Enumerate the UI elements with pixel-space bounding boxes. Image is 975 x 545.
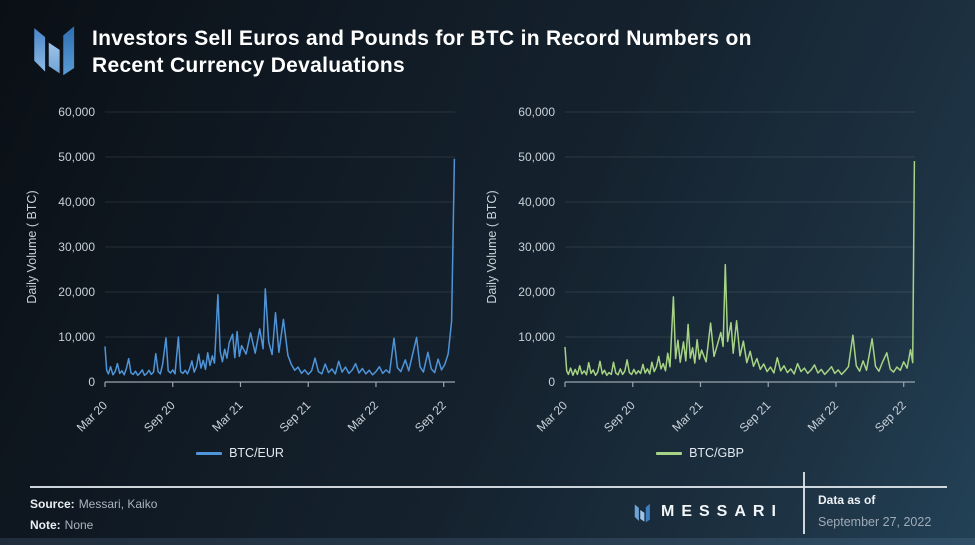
data-as-of-value: September 27, 2022 (818, 515, 932, 529)
svg-text:50,000: 50,000 (518, 150, 555, 164)
note-value: None (64, 518, 94, 532)
chart-btc-gbp: 0 10,000 20,000 30,000 40,000 50,000 60,000 Mar… (480, 100, 920, 460)
svg-text:60,000: 60,000 (58, 105, 95, 119)
footer-vertical-divider (803, 472, 805, 534)
svg-text:Daily Volume ( BTC): Daily Volume ( BTC) (25, 190, 39, 303)
svg-text:10,000: 10,000 (518, 330, 555, 344)
btc-gbp-legend-label: BTC/GBP (689, 446, 744, 460)
svg-text:40,000: 40,000 (58, 195, 95, 209)
svg-text:30,000: 30,000 (518, 240, 555, 254)
svg-text:0: 0 (88, 375, 95, 389)
btc-eur-plot: 0 10,000 20,000 30,000 40,000 50,000 60,000 Mar… (25, 105, 456, 435)
btc-eur-legend: BTC/EUR (20, 446, 460, 460)
svg-text:Sep 21: Sep 21 (737, 398, 774, 435)
bottom-accent-strip (0, 538, 975, 545)
btc-gbp-plot: 0 10,000 20,000 30,000 40,000 50,000 60,000 Mar… (485, 105, 916, 435)
svg-text:Sep 20: Sep 20 (601, 398, 638, 435)
note-line: Note: None (30, 518, 93, 532)
messari-logo-icon (34, 26, 75, 76)
svg-text:Mar 20: Mar 20 (534, 398, 571, 435)
btc-gbp-legend-swatch (656, 451, 683, 455)
svg-text:20,000: 20,000 (518, 285, 555, 299)
svg-text:50,000: 50,000 (58, 150, 95, 164)
source-line: Source: Messari, Kaiko (30, 497, 157, 511)
svg-text:Mar 21: Mar 21 (669, 398, 706, 435)
messari-wordmark: MESSARI (661, 503, 783, 520)
chart-btc-eur: 0 10,000 20,000 30,000 40,000 50,000 60,000 Mar… (20, 100, 460, 460)
btc-gbp-legend: BTC/GBP (480, 446, 920, 460)
svg-text:0: 0 (548, 375, 555, 389)
page-title: Investors Sell Euros and Pounds for BTC … (92, 27, 752, 77)
svg-text:Daily Volume ( BTC): Daily Volume ( BTC) (485, 190, 499, 303)
data-as-of: Data as of September 27, 2022 (818, 493, 931, 529)
svg-text:30,000: 30,000 (58, 240, 95, 254)
svg-text:20,000: 20,000 (58, 285, 95, 299)
messari-brand-icon (634, 503, 650, 523)
svg-text:Mar 20: Mar 20 (74, 398, 111, 435)
svg-text:Mar 22: Mar 22 (345, 398, 382, 435)
svg-text:40,000: 40,000 (518, 195, 555, 209)
data-as-of-label: Data as of (818, 493, 876, 507)
btc-eur-legend-label: BTC/EUR (229, 446, 284, 460)
svg-text:Sep 20: Sep 20 (141, 398, 178, 435)
svg-text:Mar 21: Mar 21 (209, 398, 246, 435)
source-value: Messari, Kaiko (78, 497, 158, 511)
note-label: Note: (30, 518, 61, 532)
footer-divider-line (30, 486, 947, 488)
svg-text:Mar 22: Mar 22 (805, 398, 842, 435)
source-label: Source: (30, 497, 75, 511)
svg-text:Sep 22: Sep 22 (412, 398, 449, 435)
svg-text:60,000: 60,000 (518, 105, 555, 119)
svg-text:Sep 21: Sep 21 (277, 398, 314, 435)
messari-brand: MESSARI (634, 501, 783, 523)
svg-text:Sep 22: Sep 22 (872, 398, 909, 435)
btc-eur-legend-swatch (196, 451, 223, 455)
svg-text:10,000: 10,000 (58, 330, 95, 344)
